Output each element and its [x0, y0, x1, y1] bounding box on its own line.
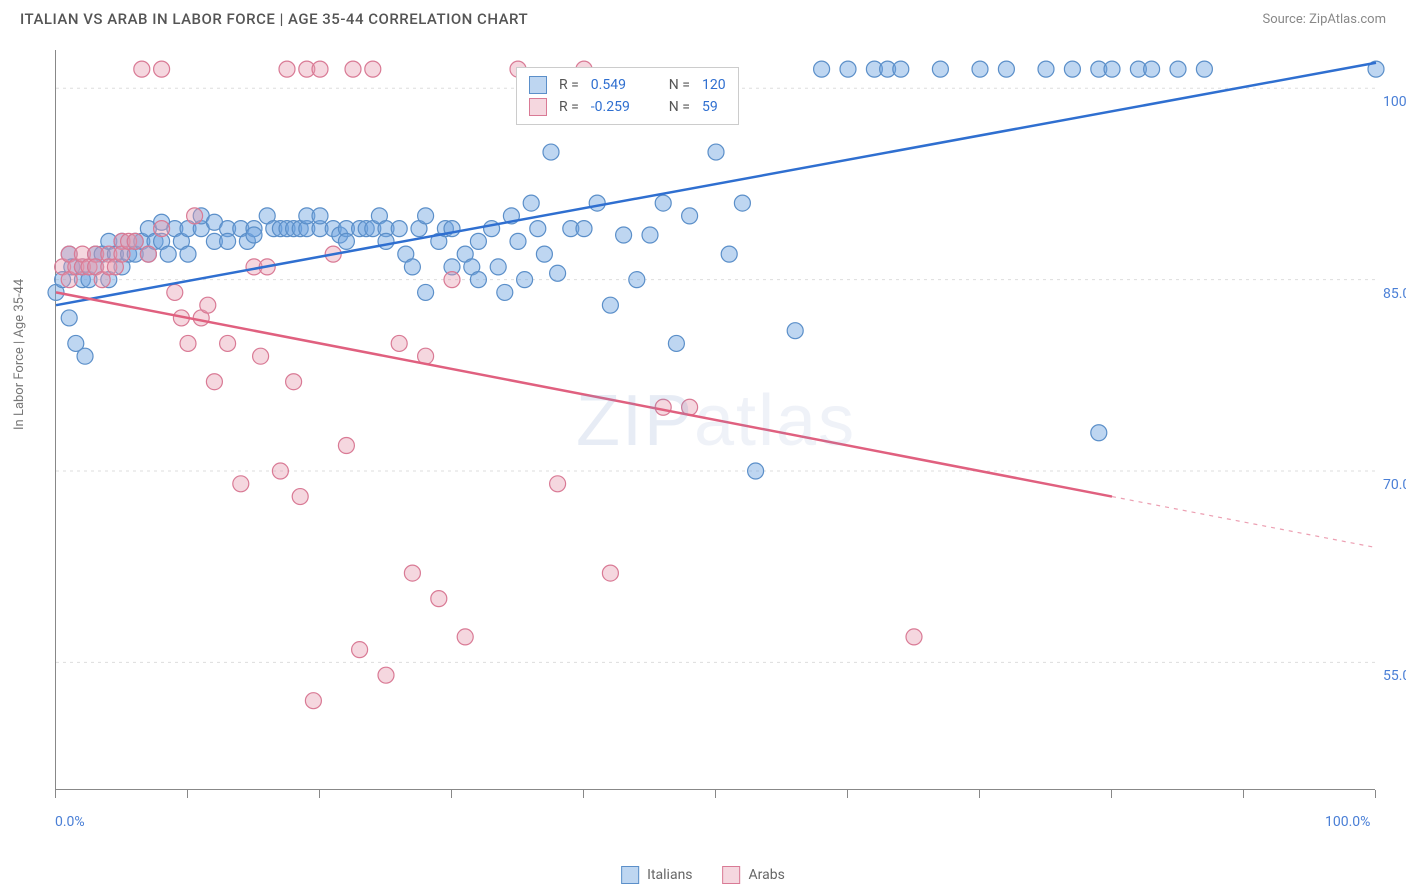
y-tick-label: 100.0% [1383, 94, 1406, 110]
chart-source: Source: ZipAtlas.com [1262, 12, 1386, 27]
legend-text: 120 [702, 74, 726, 96]
legend-swatch [529, 76, 547, 94]
legend-swatch [723, 866, 741, 884]
chart-plot-area: ZIPatlas R = 0.549N = 120R = -0.259N = 5… [55, 50, 1375, 790]
legend-item: Arabs [723, 866, 785, 884]
x-tick-label: 100.0% [1325, 814, 1370, 830]
legend-label: Italians [647, 867, 692, 883]
legend-swatch [529, 98, 547, 116]
scatter-svg [56, 50, 1375, 789]
legend-text: R = [559, 96, 579, 118]
correlation-legend: R = 0.549 N = 120 R = -0.259 N = 59 [516, 67, 739, 125]
legend-swatch [621, 866, 639, 884]
legend-label: Arabs [749, 867, 785, 883]
x-tick-label: 0.0% [55, 814, 85, 830]
series-legend: Italians Arabs [621, 866, 785, 884]
legend-text: 0.549 [591, 74, 651, 96]
legend-text: N = [669, 74, 690, 96]
chart-title: ITALIAN VS ARAB IN LABOR FORCE | AGE 35-… [20, 10, 528, 28]
y-axis-label: In Labor Force | Age 35-44 [12, 279, 27, 430]
legend-text: N = [669, 96, 690, 118]
legend-item: Italians [621, 866, 692, 884]
legend-text: R = [559, 74, 579, 96]
legend-text: -0.259 [591, 96, 651, 118]
y-tick-label: 85.0% [1383, 286, 1406, 302]
y-tick-label: 70.0% [1383, 477, 1406, 493]
y-tick-label: 55.0% [1383, 668, 1406, 684]
legend-text: 59 [702, 96, 718, 118]
